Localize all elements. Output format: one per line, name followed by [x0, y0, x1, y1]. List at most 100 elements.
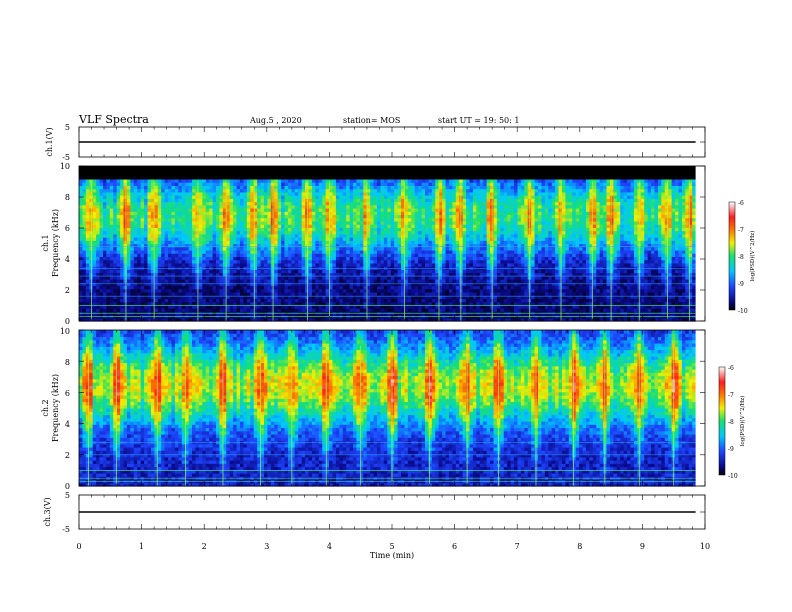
spectrogram-cell — [418, 172, 423, 177]
spectrogram-cell — [209, 240, 214, 245]
spectrogram-cell — [301, 175, 306, 180]
spectrogram-cell — [383, 169, 388, 174]
spectrogram-cell — [311, 308, 316, 312]
spectrogram-cell — [164, 227, 169, 232]
spectrogram-cell — [267, 227, 272, 232]
spectrogram-cell — [277, 317, 282, 322]
spectrogram-cell — [253, 178, 258, 183]
spectrogram-cell — [181, 227, 186, 232]
spectrogram-cell — [209, 172, 214, 177]
spectrogram-cell — [188, 317, 193, 322]
spectrogram-cell — [137, 178, 142, 183]
spectrogram-cell — [192, 169, 197, 174]
spectrogram-cell — [308, 295, 313, 299]
spectrogram-cell — [164, 230, 169, 235]
spectrogram-cell — [404, 211, 409, 216]
spectrogram-cell — [315, 191, 320, 196]
spectrogram-cell — [147, 272, 152, 277]
spectrogram-cell — [154, 220, 159, 225]
spectrogram-cell — [260, 304, 265, 309]
spectrogram-cell — [366, 195, 371, 199]
spectrogram-cell — [407, 308, 412, 312]
spectrogram-cell — [185, 269, 190, 274]
spectrogram-cell — [174, 220, 179, 225]
spectrogram-cell — [421, 230, 426, 235]
spectrogram-cell — [219, 172, 224, 177]
spectrogram-cell — [311, 272, 316, 277]
spectrogram-cell — [250, 204, 255, 209]
spectrogram-cell — [294, 204, 299, 209]
spectrogram-cell — [380, 175, 385, 180]
spectrogram-cell — [298, 237, 303, 241]
spectrogram-cell — [411, 249, 416, 254]
spectrogram-cell — [157, 175, 162, 180]
spectrogram-cell — [329, 169, 334, 174]
spectrogram-cell — [171, 220, 176, 225]
spectrogram-cell — [332, 304, 337, 309]
spectrogram-cell — [216, 195, 221, 199]
spectrogram-cell — [174, 230, 179, 235]
spectrogram-cell — [332, 275, 337, 280]
spectrogram-cell — [390, 275, 395, 280]
spectrogram-cell — [188, 175, 193, 180]
spectrogram-cell — [168, 237, 173, 241]
spectrogram-cell — [219, 275, 224, 280]
spectrogram-cell — [96, 243, 101, 248]
spectrogram-cell — [363, 201, 368, 206]
spectrogram-cell — [308, 217, 313, 222]
spectrogram-cell — [82, 243, 87, 248]
spectrogram-cell — [322, 279, 327, 283]
spectrogram-cell — [154, 269, 159, 274]
spectrogram-cell — [390, 288, 395, 293]
spectrogram-cell — [236, 207, 241, 212]
spectrogram-cell — [168, 288, 173, 293]
spectrogram-cell — [178, 220, 183, 225]
spectrogram-cell — [236, 204, 241, 209]
spectrogram-cell — [109, 217, 114, 222]
spectrogram-cell — [195, 185, 200, 190]
spectrogram-cell — [390, 317, 395, 322]
spectrogram-cell — [414, 185, 419, 190]
spectrogram-cell — [260, 207, 265, 212]
spectrogram-cell — [164, 308, 169, 312]
spectrogram-cell — [198, 240, 203, 245]
spectrogram-cell — [171, 269, 176, 274]
spectrogram-cell — [287, 295, 292, 299]
spectrogram-cell — [96, 256, 101, 261]
spectrogram-cell — [359, 230, 364, 235]
spectrogram-cell — [130, 227, 135, 232]
spectrogram-cell — [150, 262, 155, 267]
spectrogram-cell — [421, 308, 426, 312]
spectrogram-cell — [325, 220, 330, 225]
spectrogram-cell — [311, 282, 316, 287]
spectrogram-cell — [96, 198, 101, 203]
spectrogram-cell — [363, 240, 368, 245]
spectrogram-cell — [346, 178, 351, 183]
spectrogram-cell — [192, 237, 197, 241]
spectrogram-cell — [96, 240, 101, 245]
spectrogram-cell — [126, 182, 131, 186]
spectrogram-cell — [287, 233, 292, 238]
spectrogram-cell — [116, 191, 121, 196]
spectrogram-cell — [401, 198, 406, 203]
spectrogram-cell — [359, 220, 364, 225]
spectrogram-cell — [113, 285, 118, 290]
spectrogram-cell — [185, 233, 190, 238]
spectrogram-cell — [178, 275, 183, 280]
spectrogram-cell — [233, 285, 238, 290]
spectrogram-cell — [154, 253, 159, 258]
spectrogram-cell — [424, 256, 430, 261]
spectrogram-cell — [298, 304, 303, 309]
spectrogram-cell — [335, 224, 340, 228]
spectrogram-cell — [339, 288, 344, 293]
spectrogram-cell — [171, 178, 176, 183]
spectrogram-cell — [236, 256, 241, 261]
spectrogram-cell — [154, 243, 159, 248]
spectrogram-cell — [205, 272, 210, 277]
spectrogram-cell — [102, 295, 108, 299]
spectrogram-cell — [253, 262, 258, 267]
spectrogram-cell — [311, 304, 316, 309]
spectrogram-cell — [106, 217, 111, 222]
spectrogram-cell — [85, 243, 90, 248]
spectrogram-cell — [366, 288, 371, 293]
